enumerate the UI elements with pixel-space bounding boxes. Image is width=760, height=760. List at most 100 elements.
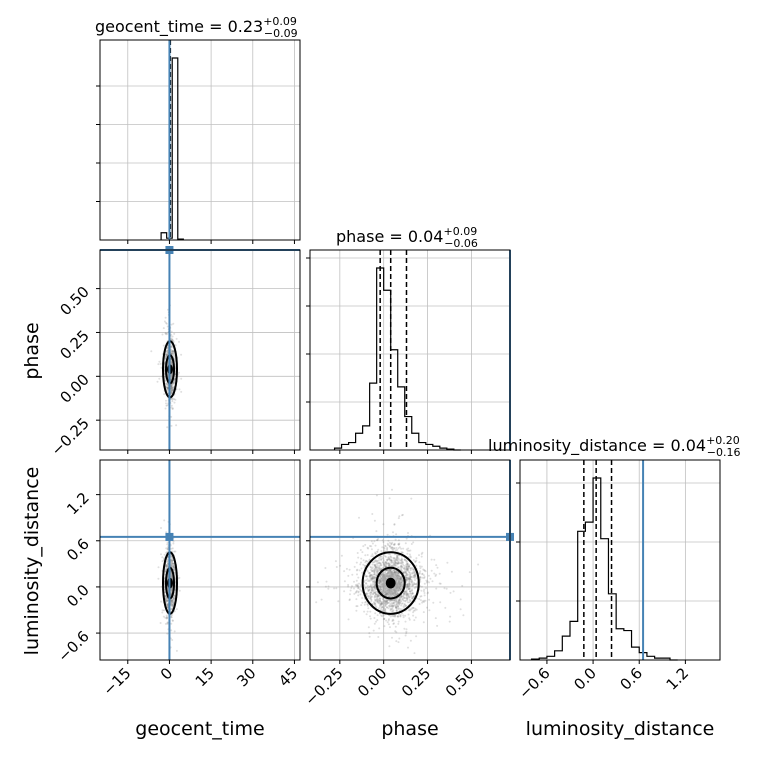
panel-phase-vs-geocent-time-sample [171,407,174,410]
panel-luminosity-distance-vs-phase-sample [361,551,364,554]
panel-luminosity-distance-vs-phase-sample [383,547,386,550]
panel-luminosity-distance-vs-phase-sample [400,559,403,562]
panel-luminosity-distance-vs-phase-sample [405,568,408,571]
panel-luminosity-distance-vs-phase-sample [373,583,376,586]
panel-luminosity-distance-vs-phase-sample [418,561,421,564]
panel-luminosity-distance-vs-phase-sample [360,561,362,564]
panel-luminosity-distance-vs-phase-sample [353,587,355,590]
panel-luminosity-distance-vs-phase-sample [409,608,411,611]
panel-luminosity-distance-vs-phase-sample [407,613,410,616]
panel-luminosity-distance-vs-phase-sample [424,599,427,602]
panel-phase-vs-geocent-time-sample [171,353,174,355]
panel-phase-vs-geocent-time-sample [165,382,168,385]
panel-luminosity-distance-vs-phase-sample [468,571,471,574]
panel-luminosity-distance-vs-phase-sample [384,545,387,548]
panel-luminosity-distance-vs-geocent-time-sample [164,565,167,568]
panel-luminosity-distance-vs-phase-sample [408,596,410,599]
panel-luminosity-distance-vs-geocent-time-sample [171,561,174,564]
panel-luminosity-distance-vs-phase-sample [372,629,375,632]
panel-luminosity-distance-vs-geocent-time-xtick-label-3: 30 [233,664,259,690]
panel-phase-vs-geocent-time-sample [180,377,183,380]
panel-luminosity-distance-vs-phase-sample [360,557,363,560]
panel-luminosity-distance-vs-phase-sample [395,557,398,560]
panel-luminosity-distance-vs-phase-sample [324,585,327,588]
panel-luminosity-distance-vs-geocent-time-xtick-label-2: 15 [192,664,218,690]
panel-luminosity-distance-vs-phase-sample [391,618,394,621]
panel-luminosity-distance-vs-phase-sample [410,543,413,545]
panel-luminosity-distance-vs-phase-sample [418,598,421,600]
panel-luminosity-distance-vs-phase-sample [390,561,393,564]
panel-luminosity-distance-vs-phase-sample [358,516,360,519]
panel-luminosity-distance-vs-phase-sample [355,579,358,582]
panel-luminosity-distance-vs-phase-sample [381,561,384,564]
panel-luminosity-distance-vs-phase-sample [410,581,413,584]
panel-luminosity-distance-vs-phase-sample [398,637,401,640]
panel-luminosity-distance-vs-phase-sample [372,593,374,596]
panel-luminosity-distance-vs-phase-sample [369,615,371,618]
panel-luminosity-distance-vs-geocent-time-sample [170,605,173,608]
panel-luminosity-distance-vs-phase-sample [381,574,384,577]
panel-luminosity-distance-vs-phase-sample [378,604,381,607]
panel-luminosity-distance-vs-geocent-time-sample [164,594,167,597]
panel-luminosity-distance-vs-geocent-time-sample [166,543,169,546]
panel-luminosity-distance-vs-geocent-time-sample [170,629,173,632]
panel-luminosity-distance-vs-phase-sample [414,607,417,610]
panel-luminosity-distance-vs-phase-sample [406,583,408,586]
panel-luminosity-distance-vs-phase-sample [358,582,360,585]
panel-luminosity-distance-vs-geocent-time-sample [170,599,173,602]
panel-luminosity-distance-vs-phase-sample [365,613,368,616]
panel-luminosity-distance-vs-phase-sample [374,559,377,562]
panel-phase-vs-geocent-time-sample [171,339,174,342]
panel-luminosity-distance-vs-phase-sample [420,585,423,588]
panel-phase-vs-geocent-time-sample [172,340,175,343]
panel-luminosity-distance-vs-geocent-time-sample [164,595,167,598]
panel-luminosity-distance-vs-phase-sample [380,614,383,617]
panel-luminosity-distance-vs-geocent-time-sample [161,611,164,614]
panel-luminosity-distance-vs-geocent-time-sample [173,595,176,598]
panel-luminosity-distance-vs-phase-sample [390,559,393,561]
panel-phase-vs-geocent-time-sample [173,380,176,383]
panel-luminosity-distance-vs-phase-sample [379,586,382,589]
panel-luminosity-distance-vs-phase-sample [399,600,402,603]
panel-luminosity-distance-vs-phase-sample [353,580,355,583]
panel-phase-vs-geocent-time-sample [171,400,174,403]
panel-phase-vs-geocent-time-sample [171,339,174,342]
panel-phase-vs-geocent-time-sample [173,382,176,385]
panel-phase-vs-geocent-time-sample [165,351,168,353]
panel-luminosity-distance-vs-phase-sample [435,587,438,590]
panel-phase-vs-geocent-time-sample [161,333,164,336]
panel-luminosity-distance-vs-phase-sample [403,558,406,561]
panel-luminosity-distance-vs-phase-sample [381,546,384,549]
panel-luminosity-distance-vs-phase-sample [367,607,370,610]
panel-luminosity-distance-vs-phase-sample [387,607,390,610]
ylabel-phase: phase [21,322,43,379]
title-phase: phase = 0.04+0.09 −0.06 [336,225,478,250]
panel-luminosity-distance-vs-phase-sample [420,555,423,558]
panel-luminosity-distance-vs-geocent-time-sample [166,548,169,551]
panel-luminosity-distance-vs-phase-sample [377,538,380,540]
panel-luminosity-distance-vs-phase-sample [340,554,343,557]
panel-luminosity-distance-vs-geocent-time-sample [173,566,176,569]
panel-luminosity-distance-vs-phase-sample [373,577,375,580]
panel-phase-vs-geocent-time-sample [171,351,174,354]
panel-luminosity-distance-vs-phase-sample [407,594,410,597]
panel-phase-vs-geocent-time-sample [170,388,173,391]
panel-luminosity-distance-vs-geocent-time-sample [171,598,174,601]
panel-luminosity-distance-vs-geocent-time-sample [166,605,169,608]
panel-luminosity-distance-vs-geocent-time-sample [171,565,174,567]
panel-luminosity-distance-vs-phase-sample [339,564,342,567]
panel-luminosity-distance-vs-phase-sample [353,592,356,595]
panel-luminosity-distance-vs-phase-sample [368,632,371,635]
panel-luminosity-distance-vs-phase-sample [373,601,375,604]
panel-luminosity-distance-vs-phase-sample [388,541,391,544]
panel-luminosity-distance-vs-geocent-time-sample [166,548,169,551]
panel-luminosity-distance-vs-phase-sample [366,584,369,587]
panel-luminosity-distance-vs-phase-sample [396,548,399,551]
panel-phase-vs-geocent-time-sample [150,350,153,353]
panel-luminosity-distance-vs-phase-sample [363,603,366,606]
panel-luminosity-distance-vs-phase-sample [401,602,404,605]
panel-luminosity-distance-vs-geocent-time-sample [163,553,166,556]
panel-phase-vs-geocent-time-ytick-label-0: −0.25 [48,414,93,459]
panel-luminosity-distance-vs-phase-sample [366,546,369,549]
panel-phase-vs-geocent-time-sample [170,386,173,389]
